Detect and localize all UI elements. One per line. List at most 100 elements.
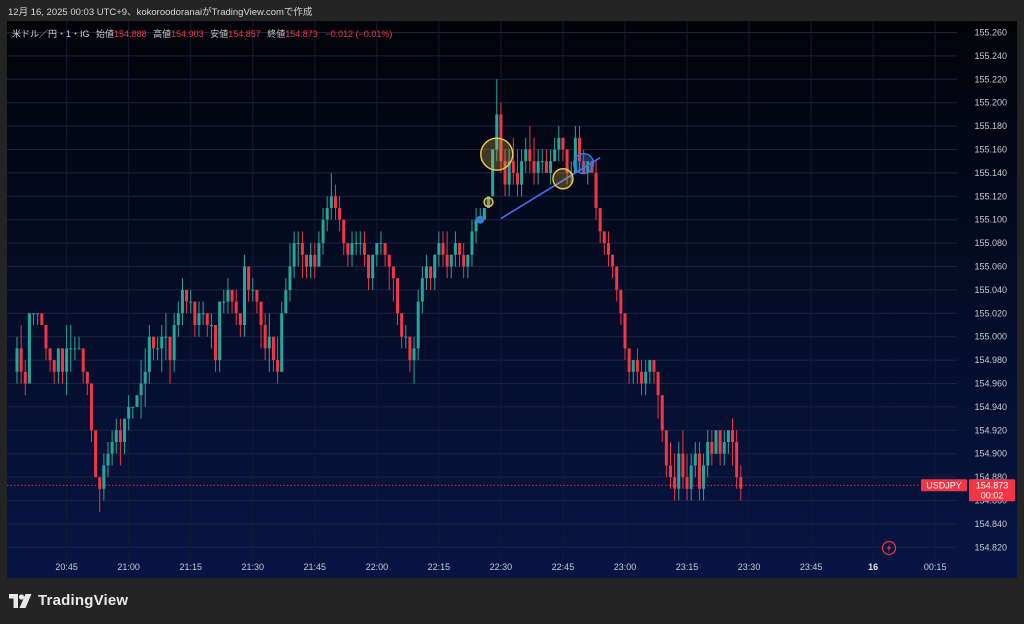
trendline[interactable] <box>500 157 601 220</box>
candle-body <box>470 231 474 255</box>
candle-body <box>735 442 739 478</box>
tradingview-logo[interactable]: TradingView <box>9 592 128 609</box>
high-label: 高値 <box>153 29 172 39</box>
y-tick-label: 155.160 <box>974 145 1007 155</box>
candle-body <box>520 161 524 185</box>
candle-body <box>420 278 424 302</box>
candle-body <box>623 313 627 349</box>
candle-body <box>40 313 44 325</box>
candle-body <box>284 289 288 314</box>
open-label: 始値 <box>96 29 115 39</box>
candle-body <box>408 336 412 361</box>
candle-body <box>660 395 664 431</box>
candle-body <box>127 406 131 419</box>
high-value: 154.903 <box>171 29 204 39</box>
candle-body <box>445 254 449 267</box>
y-tick-label: 154.940 <box>974 402 1007 412</box>
candle-body <box>329 196 333 208</box>
candle-body <box>710 442 714 454</box>
x-tick-label: 16 <box>868 562 878 572</box>
candle-body <box>317 243 321 267</box>
candle-body <box>507 161 511 185</box>
marker-circle[interactable] <box>552 168 574 190</box>
x-tick-label: 21:45 <box>304 562 327 572</box>
candle-body <box>143 371 147 384</box>
low-label: 安値 <box>210 29 229 39</box>
grid <box>7 21 957 560</box>
marker-circle[interactable] <box>572 152 595 175</box>
candle-body <box>342 219 346 244</box>
price-axis[interactable]: 155.260 155.240 155.220 155.200 155.180 155.1… <box>974 28 1007 553</box>
candle-body <box>98 477 102 489</box>
price-label: 154.873 <box>976 480 1009 490</box>
candle-body <box>640 371 644 384</box>
marker-circle[interactable] <box>483 196 494 208</box>
candle-body <box>151 336 155 349</box>
candle-body <box>333 196 337 208</box>
candle-body <box>619 289 623 314</box>
chart-panel[interactable]: 155.260 155.240 155.220 155.200 155.180 155.1… <box>7 21 1017 578</box>
candle-body <box>185 289 189 302</box>
candle-body <box>131 406 135 408</box>
y-tick-label: 154.920 <box>974 425 1007 435</box>
candle-body <box>81 348 85 372</box>
candle-body <box>424 266 428 279</box>
chart-caption: 12月 16, 2025 00:03 UTC+9、kokoroodoranaiが… <box>8 7 313 18</box>
candle-body <box>139 383 143 396</box>
countdown-label: 00:02 <box>981 490 1004 500</box>
candle-body <box>449 254 453 267</box>
candle-body <box>218 301 222 361</box>
candle-body <box>453 243 457 255</box>
candle-body <box>106 453 110 466</box>
candle-body <box>499 114 503 162</box>
y-tick-label: 154.980 <box>974 355 1007 365</box>
candle-body <box>362 243 366 255</box>
x-tick-label: 22:00 <box>366 562 389 572</box>
candle-body <box>242 266 246 325</box>
candle-body <box>491 149 495 197</box>
candle-body <box>346 243 350 255</box>
candle-body <box>321 219 325 244</box>
candle-body <box>296 243 300 245</box>
candle-body <box>602 231 606 244</box>
candle-body <box>267 336 271 349</box>
y-tick-label: 155.060 <box>974 262 1007 272</box>
y-tick-label: 155.040 <box>974 285 1007 295</box>
candle-body <box>222 301 226 303</box>
y-tick-label: 155.240 <box>974 51 1007 61</box>
candle-body <box>168 336 172 361</box>
candle-body <box>685 477 689 489</box>
x-tick-label: 22:45 <box>552 562 575 572</box>
candle-body <box>371 254 375 279</box>
candle-body <box>689 465 693 489</box>
candle-body <box>263 325 267 349</box>
marker-circle[interactable] <box>480 137 514 171</box>
candle-body <box>338 208 342 220</box>
candle-body <box>313 254 317 267</box>
time-axis[interactable]: 20:45 21:00 21:15 21:30 21:45 22:00 22:15 22:30… <box>55 562 946 572</box>
candle-body <box>681 453 685 478</box>
y-tick-label: 154.960 <box>974 379 1007 389</box>
candle-body <box>118 430 122 442</box>
y-tick-label: 155.020 <box>974 308 1007 318</box>
candle-body <box>648 360 652 372</box>
candle-body <box>387 254 391 267</box>
candle-body <box>305 254 309 267</box>
candle-body <box>197 313 201 325</box>
candle-body <box>48 348 52 361</box>
candle-body <box>429 266 433 279</box>
candle-body <box>391 266 395 279</box>
candle-body <box>718 430 722 454</box>
candlestick-chart[interactable]: 155.260 155.240 155.220 155.200 155.180 155.1… <box>7 21 1017 578</box>
candle-body <box>201 313 205 315</box>
marker-dot[interactable] <box>476 215 485 224</box>
candle-body <box>652 360 656 372</box>
candle-body <box>412 348 416 361</box>
drawings[interactable] <box>476 137 601 224</box>
candle-body <box>160 336 164 349</box>
candle-body <box>259 301 263 325</box>
lightning-icon[interactable] <box>881 540 897 556</box>
candle-body <box>644 371 648 384</box>
candle-body <box>189 301 193 303</box>
symbol-title: 米ドル／円・1・IG <box>12 29 90 39</box>
